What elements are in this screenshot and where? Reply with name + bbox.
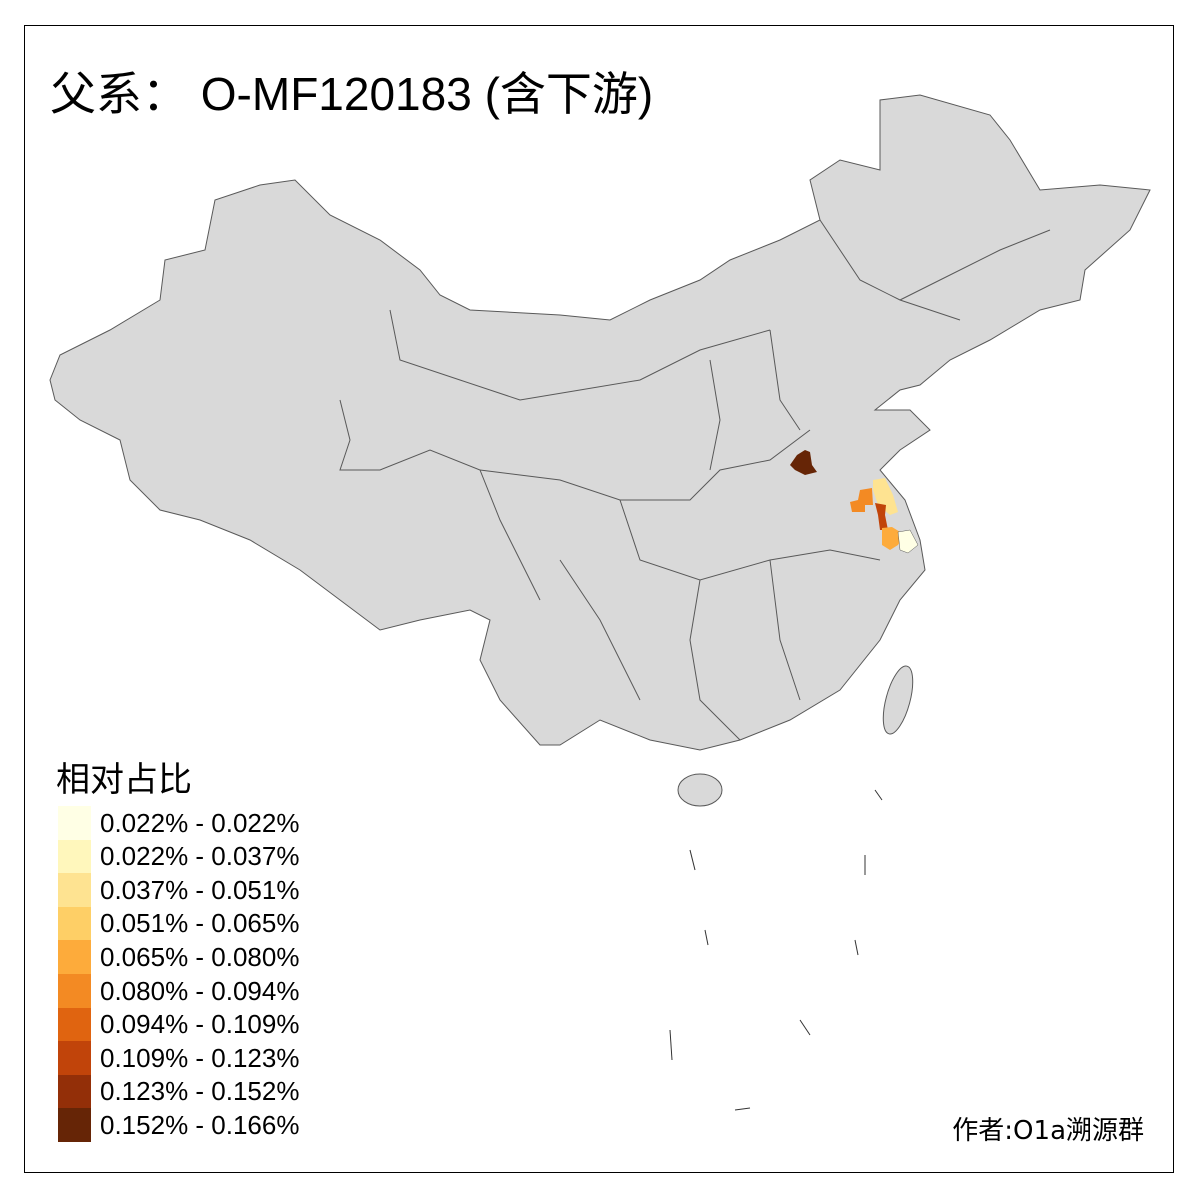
legend-title: 相对占比	[56, 760, 192, 800]
highlighted-regions	[790, 450, 919, 554]
legend-label: 0.080% - 0.094%	[100, 975, 300, 1006]
region-0.080-0.094	[850, 488, 873, 512]
legend-item: 0.123% - 0.152%	[58, 1074, 300, 1109]
legend-label: 0.152% - 0.166%	[100, 1109, 300, 1140]
legend-swatch	[58, 1041, 91, 1076]
legend-label: 0.109% - 0.123%	[100, 1042, 300, 1073]
legend-item: 0.080% - 0.094%	[58, 974, 299, 1008]
legend-item: 0.051% - 0.065%	[58, 906, 300, 941]
region-0.022-0.022	[897, 529, 919, 554]
legend-label: 0.065% - 0.080%	[100, 941, 300, 972]
author-credit: 作者:O1a溯源群	[952, 1116, 1144, 1146]
legend-label: 0.022% - 0.037%	[100, 841, 300, 872]
legend-label: 0.037% - 0.051%	[100, 874, 300, 905]
legend-item: 0.037% - 0.051%	[58, 873, 300, 908]
legend-swatch	[58, 940, 91, 975]
map-title: 父系： O-MF120183 (含下游)	[50, 68, 654, 120]
legend-item: 0.065% - 0.080%	[58, 940, 300, 975]
legend-item: 0.109% - 0.123%	[58, 1041, 300, 1076]
legend-label: 0.123% - 0.152%	[100, 1076, 300, 1107]
legend-swatch	[58, 1108, 91, 1143]
legend-item: 0.022% - 0.022%	[58, 806, 299, 840]
taiwan-island	[882, 665, 914, 735]
region-0.109-0.123	[875, 503, 888, 530]
hainan-island	[677, 773, 723, 807]
legend-swatch	[58, 1007, 91, 1042]
map-frame	[24, 25, 1174, 1173]
legend-item: 0.094% - 0.109%	[58, 1007, 300, 1042]
legend-swatch	[58, 839, 91, 874]
legend-swatch	[58, 1074, 91, 1109]
legend-label: 0.051% - 0.065%	[100, 908, 300, 939]
legend-swatch	[58, 806, 91, 840]
legend-label: 0.022% - 0.022%	[100, 807, 300, 838]
south-china-sea-islands	[669, 789, 883, 1111]
region-0.152-0.166	[790, 450, 817, 475]
legend-swatch	[58, 974, 91, 1008]
legend-label: 0.094% - 0.109%	[100, 1009, 300, 1040]
china-mainland	[49, 94, 1151, 751]
legend-swatch	[58, 906, 91, 941]
legend-item: 0.022% - 0.037%	[58, 839, 300, 874]
legend-item: 0.152% - 0.166%	[58, 1108, 300, 1143]
province-borders	[339, 219, 1051, 741]
legend-swatch	[58, 873, 91, 908]
